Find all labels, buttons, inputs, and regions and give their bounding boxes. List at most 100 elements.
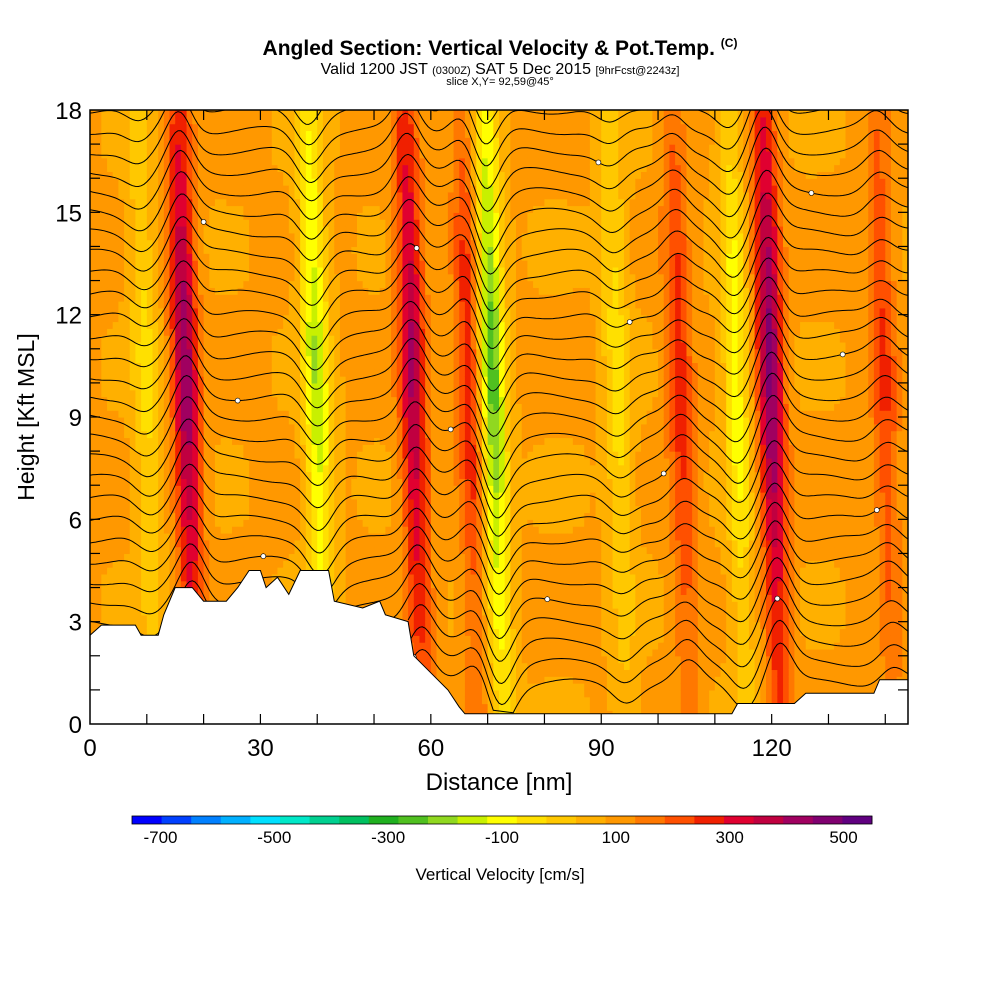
velocity-cell bbox=[220, 369, 227, 377]
velocity-cell bbox=[214, 437, 222, 445]
velocity-cell bbox=[283, 110, 290, 118]
velocity-cell bbox=[152, 567, 159, 575]
velocity-cell bbox=[146, 116, 154, 125]
velocity-cell bbox=[249, 164, 256, 172]
velocity-cell bbox=[288, 328, 296, 336]
velocity-cell bbox=[254, 546, 262, 555]
velocity-cell bbox=[90, 567, 97, 575]
velocity-cell bbox=[385, 532, 392, 541]
velocity-cell bbox=[175, 546, 182, 555]
velocity-cell bbox=[385, 294, 392, 302]
velocity-cell bbox=[351, 601, 358, 609]
velocity-cell bbox=[232, 164, 239, 172]
velocity-cell bbox=[283, 307, 290, 316]
velocity-cell bbox=[220, 437, 227, 445]
velocity-cell bbox=[118, 314, 125, 323]
velocity-cell bbox=[146, 185, 154, 193]
velocity-cell bbox=[192, 280, 199, 288]
velocity-cell bbox=[311, 225, 318, 234]
velocity-cell bbox=[95, 341, 102, 350]
velocity-cell bbox=[283, 553, 290, 561]
velocity-cell bbox=[288, 341, 296, 350]
velocity-cell bbox=[271, 157, 279, 166]
velocity-cell bbox=[374, 157, 381, 166]
velocity-cell bbox=[249, 314, 256, 323]
velocity-cell bbox=[101, 116, 108, 125]
velocity-cell bbox=[237, 573, 244, 582]
velocity-cell bbox=[351, 287, 358, 295]
velocity-cell bbox=[214, 280, 222, 288]
velocity-cell bbox=[254, 389, 262, 398]
velocity-cell bbox=[317, 423, 324, 432]
velocity-cell bbox=[379, 232, 386, 241]
velocity-cell bbox=[158, 287, 165, 295]
velocity-cell bbox=[243, 362, 250, 370]
velocity-cell bbox=[266, 355, 273, 364]
velocity-cell bbox=[169, 150, 176, 159]
velocity-cell bbox=[197, 314, 205, 323]
velocity-cell bbox=[356, 280, 364, 288]
velocity-cell bbox=[186, 580, 193, 589]
velocity-cell bbox=[402, 457, 409, 466]
velocity-cell bbox=[226, 362, 233, 370]
velocity-cell bbox=[374, 492, 381, 500]
velocity-cell bbox=[391, 553, 398, 561]
velocity-cell bbox=[374, 464, 381, 473]
velocity-cell bbox=[374, 116, 381, 125]
velocity-cell bbox=[129, 519, 137, 527]
velocity-cell bbox=[322, 314, 330, 323]
velocity-cell bbox=[169, 437, 176, 445]
velocity-cell bbox=[396, 355, 404, 364]
velocity-cell bbox=[379, 273, 386, 282]
velocity-cell bbox=[169, 321, 176, 329]
velocity-cell bbox=[322, 191, 330, 200]
velocity-cell bbox=[141, 307, 148, 316]
velocity-cell bbox=[118, 321, 125, 329]
velocity-cell bbox=[391, 205, 398, 213]
velocity-cell bbox=[135, 430, 142, 439]
velocity-cell bbox=[317, 369, 324, 377]
velocity-cell bbox=[237, 505, 244, 514]
velocity-cell bbox=[90, 116, 97, 125]
velocity-cell bbox=[203, 560, 210, 568]
velocity-cell bbox=[112, 403, 119, 411]
velocity-cell bbox=[152, 157, 159, 166]
velocity-cell bbox=[305, 430, 313, 439]
velocity-cell bbox=[95, 239, 102, 248]
velocity-cell bbox=[124, 539, 131, 548]
velocity-cell bbox=[135, 355, 142, 364]
velocity-cell bbox=[197, 519, 205, 527]
velocity-cell bbox=[283, 546, 290, 555]
velocity-cell bbox=[345, 457, 352, 466]
velocity-cell bbox=[141, 171, 148, 179]
velocity-cell bbox=[124, 212, 131, 220]
velocity-cell bbox=[322, 560, 330, 568]
velocity-cell bbox=[260, 328, 267, 336]
velocity-cell bbox=[328, 389, 335, 398]
velocity-cell bbox=[180, 260, 188, 268]
velocity-cell bbox=[356, 403, 364, 411]
velocity-cell bbox=[368, 471, 375, 479]
velocity-cell bbox=[391, 348, 398, 357]
velocity-cell bbox=[163, 457, 171, 466]
velocity-cell bbox=[163, 328, 171, 336]
velocity-cell bbox=[141, 437, 148, 445]
velocity-cell bbox=[288, 478, 296, 486]
velocity-cell bbox=[175, 519, 182, 527]
velocity-cell bbox=[95, 178, 102, 186]
velocity-cell bbox=[260, 157, 267, 166]
velocity-cell bbox=[112, 519, 119, 527]
velocity-cell bbox=[226, 341, 233, 350]
velocity-cell bbox=[300, 362, 307, 370]
velocity-cell bbox=[385, 219, 392, 227]
velocity-cell bbox=[283, 410, 290, 418]
velocity-cell bbox=[129, 376, 137, 384]
velocity-cell bbox=[385, 498, 392, 507]
velocity-cell bbox=[294, 471, 301, 479]
velocity-cell bbox=[118, 444, 125, 452]
velocity-cell bbox=[288, 266, 296, 275]
velocity-cell bbox=[197, 212, 205, 220]
velocity-cell bbox=[158, 198, 165, 207]
velocity-cell bbox=[294, 512, 301, 520]
velocity-cell bbox=[107, 539, 114, 548]
